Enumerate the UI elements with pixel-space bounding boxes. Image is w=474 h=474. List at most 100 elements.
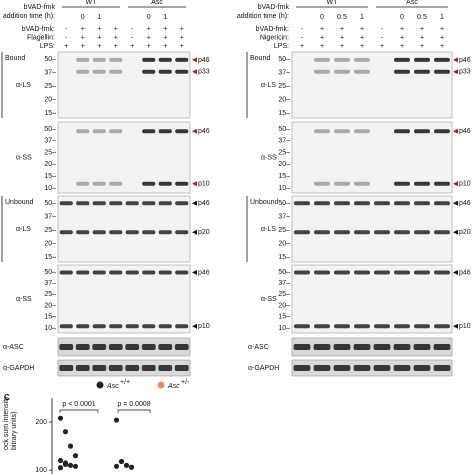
blot	[291, 359, 453, 377]
sign: +	[440, 34, 444, 41]
band	[92, 69, 106, 74]
band	[158, 230, 172, 235]
band	[354, 324, 370, 329]
band-label: p10	[198, 323, 210, 330]
time-label: addition time (h):	[237, 13, 289, 20]
band	[175, 270, 189, 275]
band	[125, 201, 139, 206]
marker: 25–	[278, 83, 290, 90]
antibody-label: α-ASC	[3, 344, 24, 351]
band	[59, 230, 73, 235]
marker: 15–	[278, 110, 290, 117]
band-arrow	[453, 57, 458, 63]
time: 1	[97, 14, 101, 21]
band	[175, 181, 189, 186]
row-label: bVAD-fmk:	[256, 26, 289, 33]
sign: +	[340, 26, 344, 33]
point	[62, 429, 69, 435]
band	[125, 324, 139, 329]
band-arrow	[453, 69, 458, 75]
sign: -	[131, 26, 134, 33]
legend-label: Asc	[167, 383, 180, 390]
point	[72, 463, 79, 469]
antibody-label: α-SS	[16, 154, 32, 161]
section-label: Unbound	[250, 199, 279, 206]
sign: +	[420, 26, 424, 33]
antibody-label: α-LS	[261, 82, 276, 89]
point	[113, 463, 120, 469]
band	[293, 365, 311, 371]
sign: +	[97, 34, 101, 41]
sign: +	[180, 26, 184, 33]
band	[373, 344, 391, 350]
band	[75, 365, 90, 371]
band	[353, 365, 371, 371]
band	[394, 69, 410, 74]
marker: 20–	[278, 302, 290, 309]
marker: 20–	[278, 96, 290, 103]
band	[414, 181, 430, 186]
y-axis-label: bitrary units)	[11, 411, 18, 450]
blot	[57, 195, 191, 263]
time: 0.5	[337, 14, 347, 21]
band-label: p20	[459, 229, 471, 236]
marker: 15–	[278, 254, 290, 261]
band	[142, 181, 156, 186]
band-label: p20	[198, 229, 210, 236]
sign: +	[400, 26, 404, 33]
time-label: addition time (h):	[3, 13, 55, 20]
marker: 10–	[278, 325, 290, 332]
blot	[57, 51, 191, 119]
legend-sup: +/-	[181, 379, 190, 386]
band-label: p10	[459, 181, 471, 188]
sign: -	[301, 34, 304, 41]
marker: 15–	[44, 110, 56, 117]
band	[334, 181, 350, 186]
band	[59, 344, 74, 350]
marker: 37–	[44, 213, 56, 220]
band	[314, 230, 330, 235]
genotype: Asc	[151, 0, 163, 6]
band	[76, 69, 90, 74]
band	[334, 230, 350, 235]
point	[57, 457, 64, 464]
point	[113, 417, 120, 423]
point	[128, 464, 135, 470]
band	[334, 201, 350, 206]
sign: +	[440, 26, 444, 33]
blot	[57, 359, 191, 377]
band	[92, 270, 106, 275]
sign: +	[81, 43, 85, 50]
band-label: p46	[198, 269, 210, 276]
marker: 10–	[278, 185, 290, 192]
time: 1	[163, 14, 167, 21]
band	[92, 365, 107, 371]
time: 0	[400, 14, 404, 21]
marker: 20–	[44, 96, 56, 103]
time: 0	[320, 14, 324, 21]
band-arrow	[192, 69, 197, 75]
band	[334, 324, 350, 329]
band	[92, 324, 106, 329]
band	[374, 270, 390, 275]
band	[158, 181, 172, 186]
band	[158, 201, 172, 206]
time: 0.5	[417, 14, 427, 21]
legend-sup: +/+	[120, 379, 130, 386]
blot	[57, 264, 191, 334]
sign: +	[420, 43, 424, 50]
band-label: p33	[459, 69, 471, 76]
band	[434, 270, 450, 275]
stat-bracket	[117, 409, 151, 413]
band-arrow	[453, 200, 458, 206]
band	[314, 324, 330, 329]
band-label: p46	[198, 57, 210, 64]
band-label: p46	[459, 57, 471, 64]
sign: +	[147, 26, 151, 33]
band	[142, 270, 156, 275]
band	[414, 324, 430, 329]
sign: +	[320, 34, 324, 41]
band-arrow	[192, 181, 197, 187]
antibody-label: α-GAPDH	[248, 365, 279, 372]
